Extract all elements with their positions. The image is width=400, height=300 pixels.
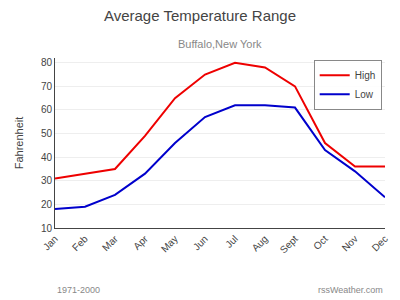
svg-text:20: 20 xyxy=(41,199,53,210)
svg-text:Jun: Jun xyxy=(191,233,210,252)
svg-text:Buffalo,New York: Buffalo,New York xyxy=(178,38,262,50)
svg-text:80: 80 xyxy=(41,57,53,68)
svg-text:rssWeather.com: rssWeather.com xyxy=(318,285,383,295)
svg-text:50: 50 xyxy=(41,128,53,139)
svg-text:Fahrenheit: Fahrenheit xyxy=(13,117,25,170)
svg-text:40: 40 xyxy=(41,152,53,163)
svg-text:Low: Low xyxy=(355,89,374,100)
svg-text:Dec: Dec xyxy=(370,233,390,253)
svg-text:Feb: Feb xyxy=(70,233,90,253)
svg-text:May: May xyxy=(159,233,180,254)
svg-text:Aug: Aug xyxy=(250,233,270,253)
svg-text:High: High xyxy=(355,70,376,81)
svg-text:Jan: Jan xyxy=(41,233,60,252)
svg-text:Sept: Sept xyxy=(278,233,300,255)
svg-text:Mar: Mar xyxy=(100,233,120,253)
svg-text:60: 60 xyxy=(41,104,53,115)
svg-text:10: 10 xyxy=(41,223,53,234)
svg-text:30: 30 xyxy=(41,175,53,186)
svg-text:1971-2000: 1971-2000 xyxy=(57,285,100,295)
svg-text:Oct: Oct xyxy=(311,233,330,252)
svg-text:Average Temperature Range: Average Temperature Range xyxy=(104,7,296,24)
svg-text:Nov: Nov xyxy=(340,233,360,253)
svg-text:70: 70 xyxy=(41,81,53,92)
svg-text:Apr: Apr xyxy=(131,233,150,252)
svg-text:Jul: Jul xyxy=(223,233,240,250)
